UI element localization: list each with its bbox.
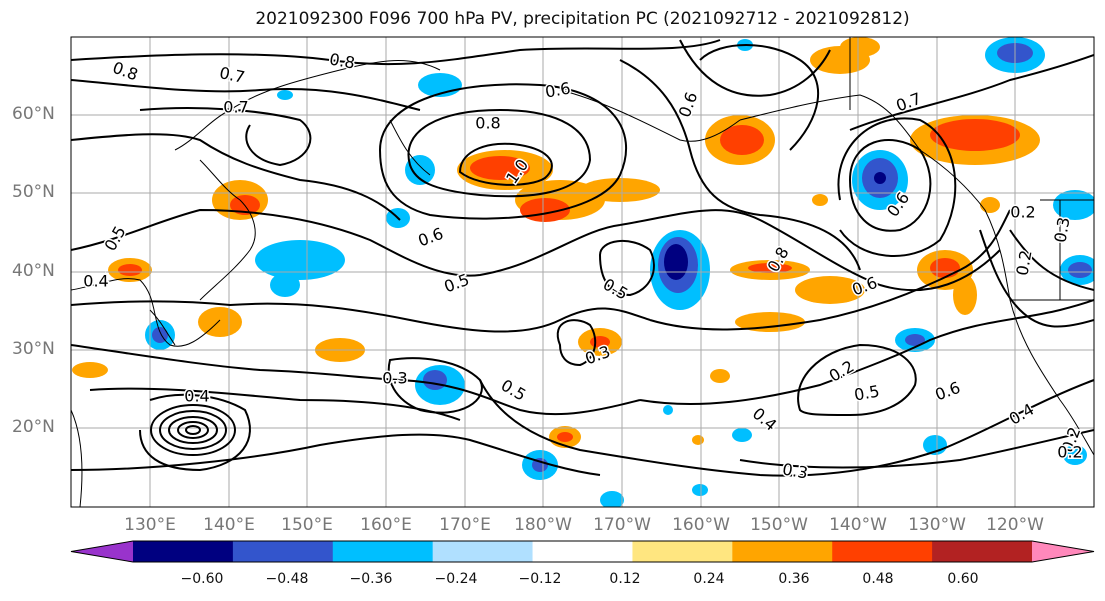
colorbar-segment [432, 541, 534, 562]
colorbar-tick-label: 0.36 [778, 571, 810, 587]
colorbar-segment [632, 541, 733, 562]
lon-label: 140°W [829, 515, 887, 535]
precip-shading [72, 37, 1094, 507]
contour-label: 0.2 [1057, 443, 1082, 462]
lon-label: 180°W [514, 515, 572, 535]
lon-label: 150°E [281, 515, 333, 535]
contour-label: 0.2 [1010, 203, 1035, 222]
contour-label: 0.6 [544, 78, 572, 101]
lon-label: 130°E [124, 515, 176, 535]
colorbar-tick-label: 0.60 [947, 571, 979, 587]
lat-label: 50°N [12, 182, 55, 202]
colorbar-segment [732, 541, 833, 562]
contour-label: 0.6 [415, 224, 445, 251]
map-frame [70, 36, 1095, 508]
lon-label: 140°E [203, 515, 255, 535]
map-title: 2021092300 F096 700 hPa PV, precipitatio… [255, 9, 910, 29]
contour-label: 0.8 [475, 114, 500, 133]
contour-label: 0.5 [853, 381, 881, 404]
contour-label: 0.6 [849, 273, 879, 300]
contour-label: 0.2 [1012, 249, 1035, 277]
contour-label: 0.4 [749, 404, 781, 435]
contour-label: 0.5 [101, 223, 130, 255]
contour-label: 0.5 [498, 376, 530, 405]
lon-label: 160°W [672, 515, 730, 535]
colorbar-segment [532, 541, 633, 562]
lon-label: 160°E [360, 515, 412, 535]
lon-label: 120°W [986, 515, 1044, 535]
colorbar-tick-label: 0.48 [862, 571, 894, 587]
colorbar-tick-label: −0.12 [518, 571, 562, 587]
contour-label: 0.3 [382, 369, 407, 388]
contour-label: 0.4 [83, 272, 108, 291]
colorbar-tick-label: 0.12 [609, 571, 641, 587]
lon-label: 150°W [750, 515, 808, 535]
colorbar-tick-label: −0.48 [265, 571, 309, 587]
lat-label: 30°N [12, 339, 55, 359]
colorbar-segment [133, 541, 234, 562]
colorbar-segment [232, 541, 334, 562]
graticule [71, 37, 1094, 507]
colorbar-tick-label: −0.60 [180, 571, 224, 587]
lat-label: 60°N [12, 104, 55, 124]
coastlines [71, 37, 1094, 507]
colorbar-outline [70, 540, 1095, 563]
colorbar-tick-label: 0.24 [693, 571, 725, 587]
colorbar [70, 540, 1095, 563]
lon-label: 130°W [908, 515, 966, 535]
contour-label: 0.4 [1006, 400, 1038, 429]
contour-labels: 0.8 0.80.70.70.60.81.00.60.5 0.60.60.80.70… [82, 48, 1086, 484]
contour-label: 0.7 [218, 63, 247, 87]
contour-label: 0.7 [223, 98, 248, 117]
pv-contours [71, 39, 1094, 477]
colorbar-segment [832, 541, 933, 562]
contour-label: 0.4 [184, 387, 209, 406]
contour-label: 0.3 [1050, 216, 1073, 244]
lat-label: 40°N [12, 261, 55, 281]
colorbar-tick-label: −0.24 [434, 571, 478, 587]
contour-label: 0.8 [110, 58, 140, 85]
contour-label: 0.7 [893, 89, 923, 116]
lon-label: 170°W [593, 515, 651, 535]
lat-label: 20°N [12, 417, 55, 437]
colorbar-segment [932, 541, 1033, 562]
colorbar-extend-low [71, 541, 133, 562]
colorbar-tick-label: −0.36 [349, 571, 393, 587]
colorbar-extend-high [1032, 541, 1094, 562]
colorbar-segment [332, 541, 434, 562]
contour-label: 0.3 [781, 459, 809, 482]
lon-label: 170°E [439, 515, 491, 535]
contour-label: 0.8 [328, 49, 356, 72]
